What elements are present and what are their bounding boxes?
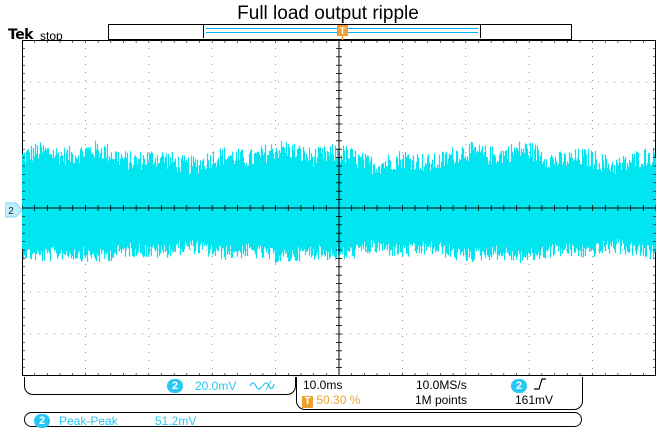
plot-title: Full load output ripple — [237, 3, 419, 24]
vertical-scale: 20.0mV — [195, 379, 237, 393]
waveform-display — [22, 40, 656, 376]
measurement-source-badge: 2 — [34, 414, 50, 428]
sample-rate: 10.0MS/s — [416, 378, 467, 392]
trigger-source-badge: 2 — [511, 379, 527, 393]
rising-edge-icon — [533, 377, 547, 394]
measurement-name: Peak-Peak — [59, 414, 118, 428]
trigger-position: 50.30 % — [316, 393, 361, 407]
trigger-level: 161mV — [515, 393, 554, 407]
measurement-value: 51.2mV — [155, 414, 197, 428]
channel-ground-marker[interactable]: 2 — [4, 202, 23, 223]
trigger-position-badge: T — [302, 396, 313, 408]
channel-marker-label: 2 — [8, 206, 14, 217]
measurement-panel[interactable]: 2 Peak-Peak 51.2mV — [24, 412, 582, 428]
vertical-scale-panel[interactable]: 2 20.0mV — [24, 377, 296, 395]
brand-logo: Tek — [8, 27, 34, 43]
ac-bandwidth-icon — [249, 378, 275, 395]
horizontal-scale: 10.0ms — [303, 378, 343, 392]
channel-badge: 2 — [167, 379, 183, 393]
waveform-trace — [22, 140, 656, 264]
timebase-panel[interactable]: 10.0ms T 50.30 % 10.0MS/s 1M points 2 16… — [296, 377, 583, 410]
trigger-marker-label-top: T — [340, 26, 346, 36]
record-length: 1M points — [415, 393, 468, 407]
acquisition-state: stop — [40, 29, 63, 43]
